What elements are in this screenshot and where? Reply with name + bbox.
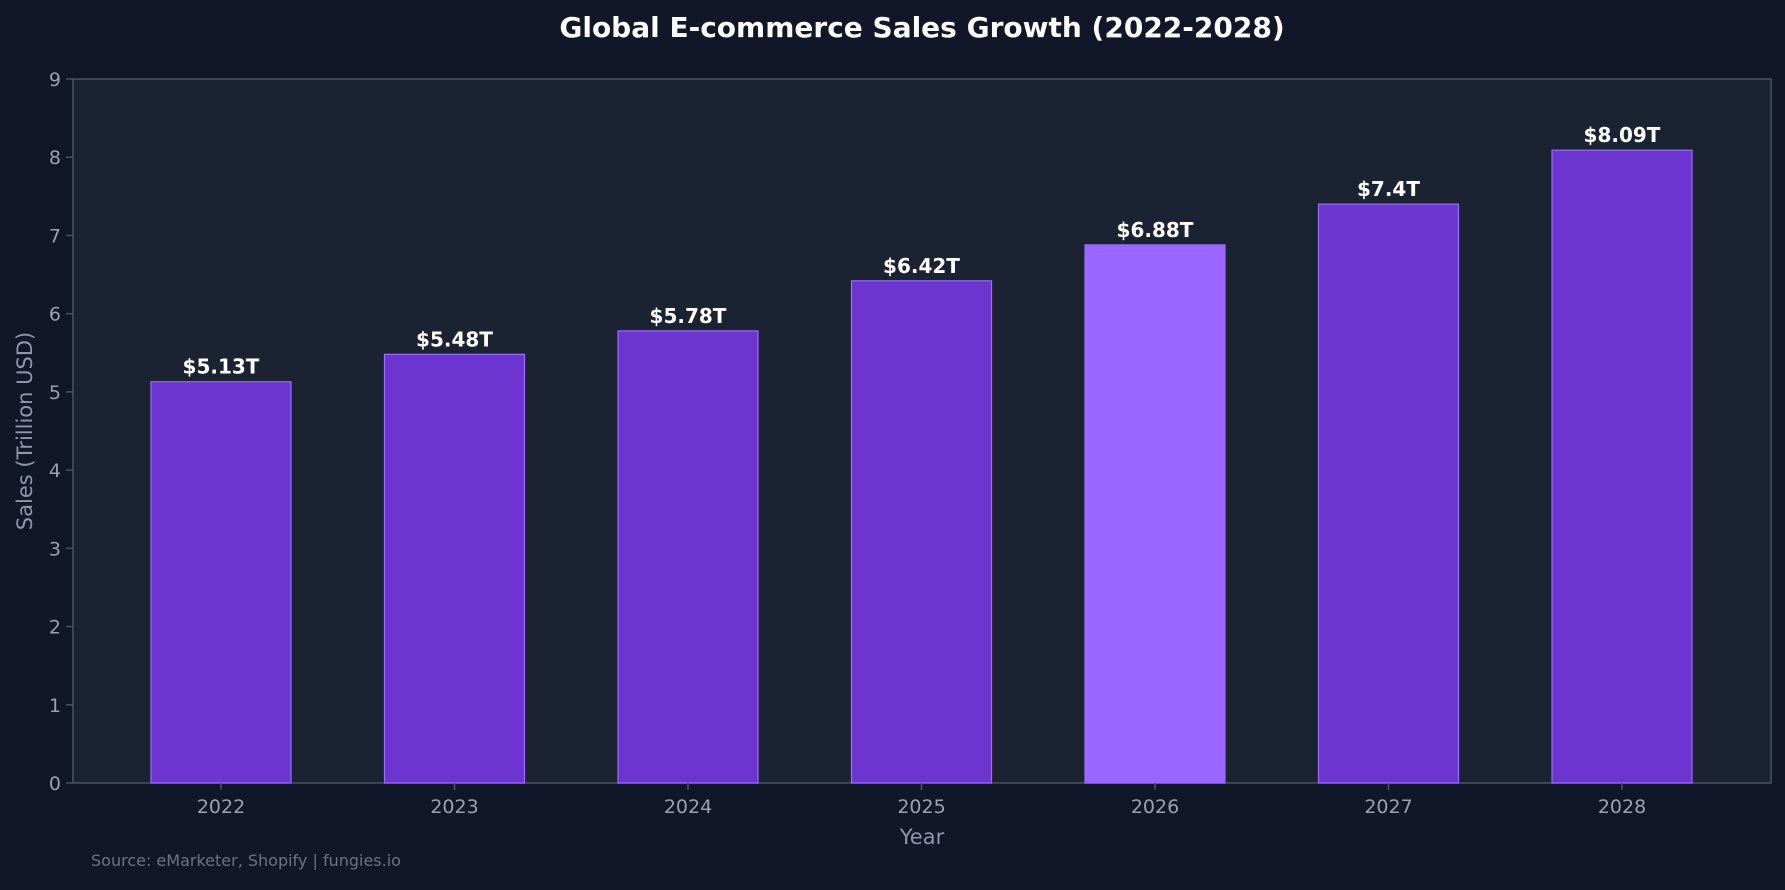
bar-2022[interactable]: [150, 381, 292, 784]
y-axis: 0 1 2 3 4 5 6 7 8 9: [49, 69, 73, 795]
bar-value-label-2027: $7.4T: [1357, 177, 1420, 201]
y-tick-label: 1: [49, 695, 61, 717]
y-tick-label: 4: [49, 460, 61, 482]
x-tick-label-2023: 2023: [430, 796, 478, 818]
x-tick-label-2024: 2024: [664, 796, 712, 818]
y-tick-label: 5: [49, 382, 61, 404]
bar-value-label-2022: $5.13T: [183, 355, 260, 379]
bar-value-label-2025: $6.42T: [883, 254, 960, 278]
bars: [150, 149, 1693, 784]
chart-title: Global E-commerce Sales Growth (2022-202…: [559, 11, 1284, 44]
y-tick-label: 0: [49, 773, 61, 795]
y-tick-label: 7: [49, 225, 61, 247]
y-tick-label: 9: [49, 69, 61, 91]
x-axis-label: Year: [899, 825, 945, 849]
bar-value-label-2023: $5.48T: [416, 327, 493, 351]
y-tick-label: 3: [49, 538, 61, 560]
bar-2026[interactable]: [1084, 244, 1226, 784]
bar-value-label-2024: $5.78T: [650, 304, 727, 328]
source-note: Source: eMarketer, Shopify | fungies.io: [91, 851, 401, 870]
y-tick-label: 8: [49, 147, 61, 169]
x-tick-label-2028: 2028: [1598, 796, 1646, 818]
x-tick-label-2022: 2022: [197, 796, 245, 818]
x-tick-label-2026: 2026: [1131, 796, 1179, 818]
bar-2028[interactable]: [1551, 149, 1693, 784]
bar-value-label-2026: $6.88T: [1117, 218, 1194, 242]
bar-2025[interactable]: [850, 280, 993, 784]
y-axis-label: Sales (Trillion USD): [13, 332, 37, 530]
x-tick-label-2025: 2025: [897, 796, 945, 818]
y-tick-label: 2: [49, 617, 61, 639]
y-tick-label: 6: [49, 304, 61, 326]
bar-2023[interactable]: [383, 353, 526, 784]
bar-value-labels: $5.13T $5.48T $5.78T $6.42T $6.88T $7.4T $8.09…: [183, 123, 1661, 379]
bar-2027[interactable]: [1317, 203, 1460, 784]
bar-value-label-2028: $8.09T: [1584, 123, 1661, 147]
x-tick-label-2027: 2027: [1364, 796, 1412, 818]
x-axis: 2022 2023 2024 2025 2026 2027 2028: [197, 783, 1646, 818]
bar-2024[interactable]: [617, 330, 759, 784]
